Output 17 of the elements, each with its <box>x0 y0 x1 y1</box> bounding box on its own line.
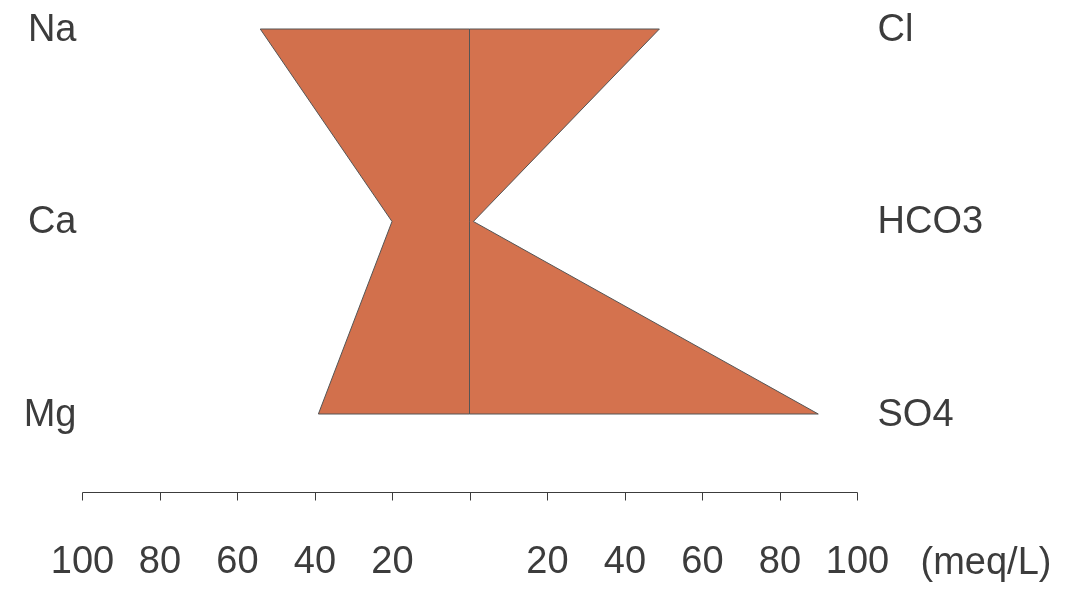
x-tick-label: 40 <box>293 538 337 581</box>
y2-tick-label: SO4 <box>877 391 954 434</box>
y2-tick-label: Cl <box>877 6 914 49</box>
x-axis-title: (meq/L) <box>920 540 1052 582</box>
x-tick-label: 40 <box>603 538 647 581</box>
x-tick-label: 20 <box>371 538 414 581</box>
x-tick-label: 80 <box>138 538 182 581</box>
x-tick-label: 20 <box>526 538 569 581</box>
x-tick-label: 100 <box>825 538 890 581</box>
x-tick-label: 80 <box>758 538 802 581</box>
x-tick-label: 60 <box>681 538 724 581</box>
x-tick-label: 100 <box>50 538 115 581</box>
y2-tick-label: HCO3 <box>877 199 984 241</box>
y-tick-label: Mg <box>23 391 77 434</box>
x-tick-label: 60 <box>216 538 259 581</box>
y-tick-label: Na <box>27 6 78 49</box>
y-tick-label: Ca <box>27 199 78 241</box>
